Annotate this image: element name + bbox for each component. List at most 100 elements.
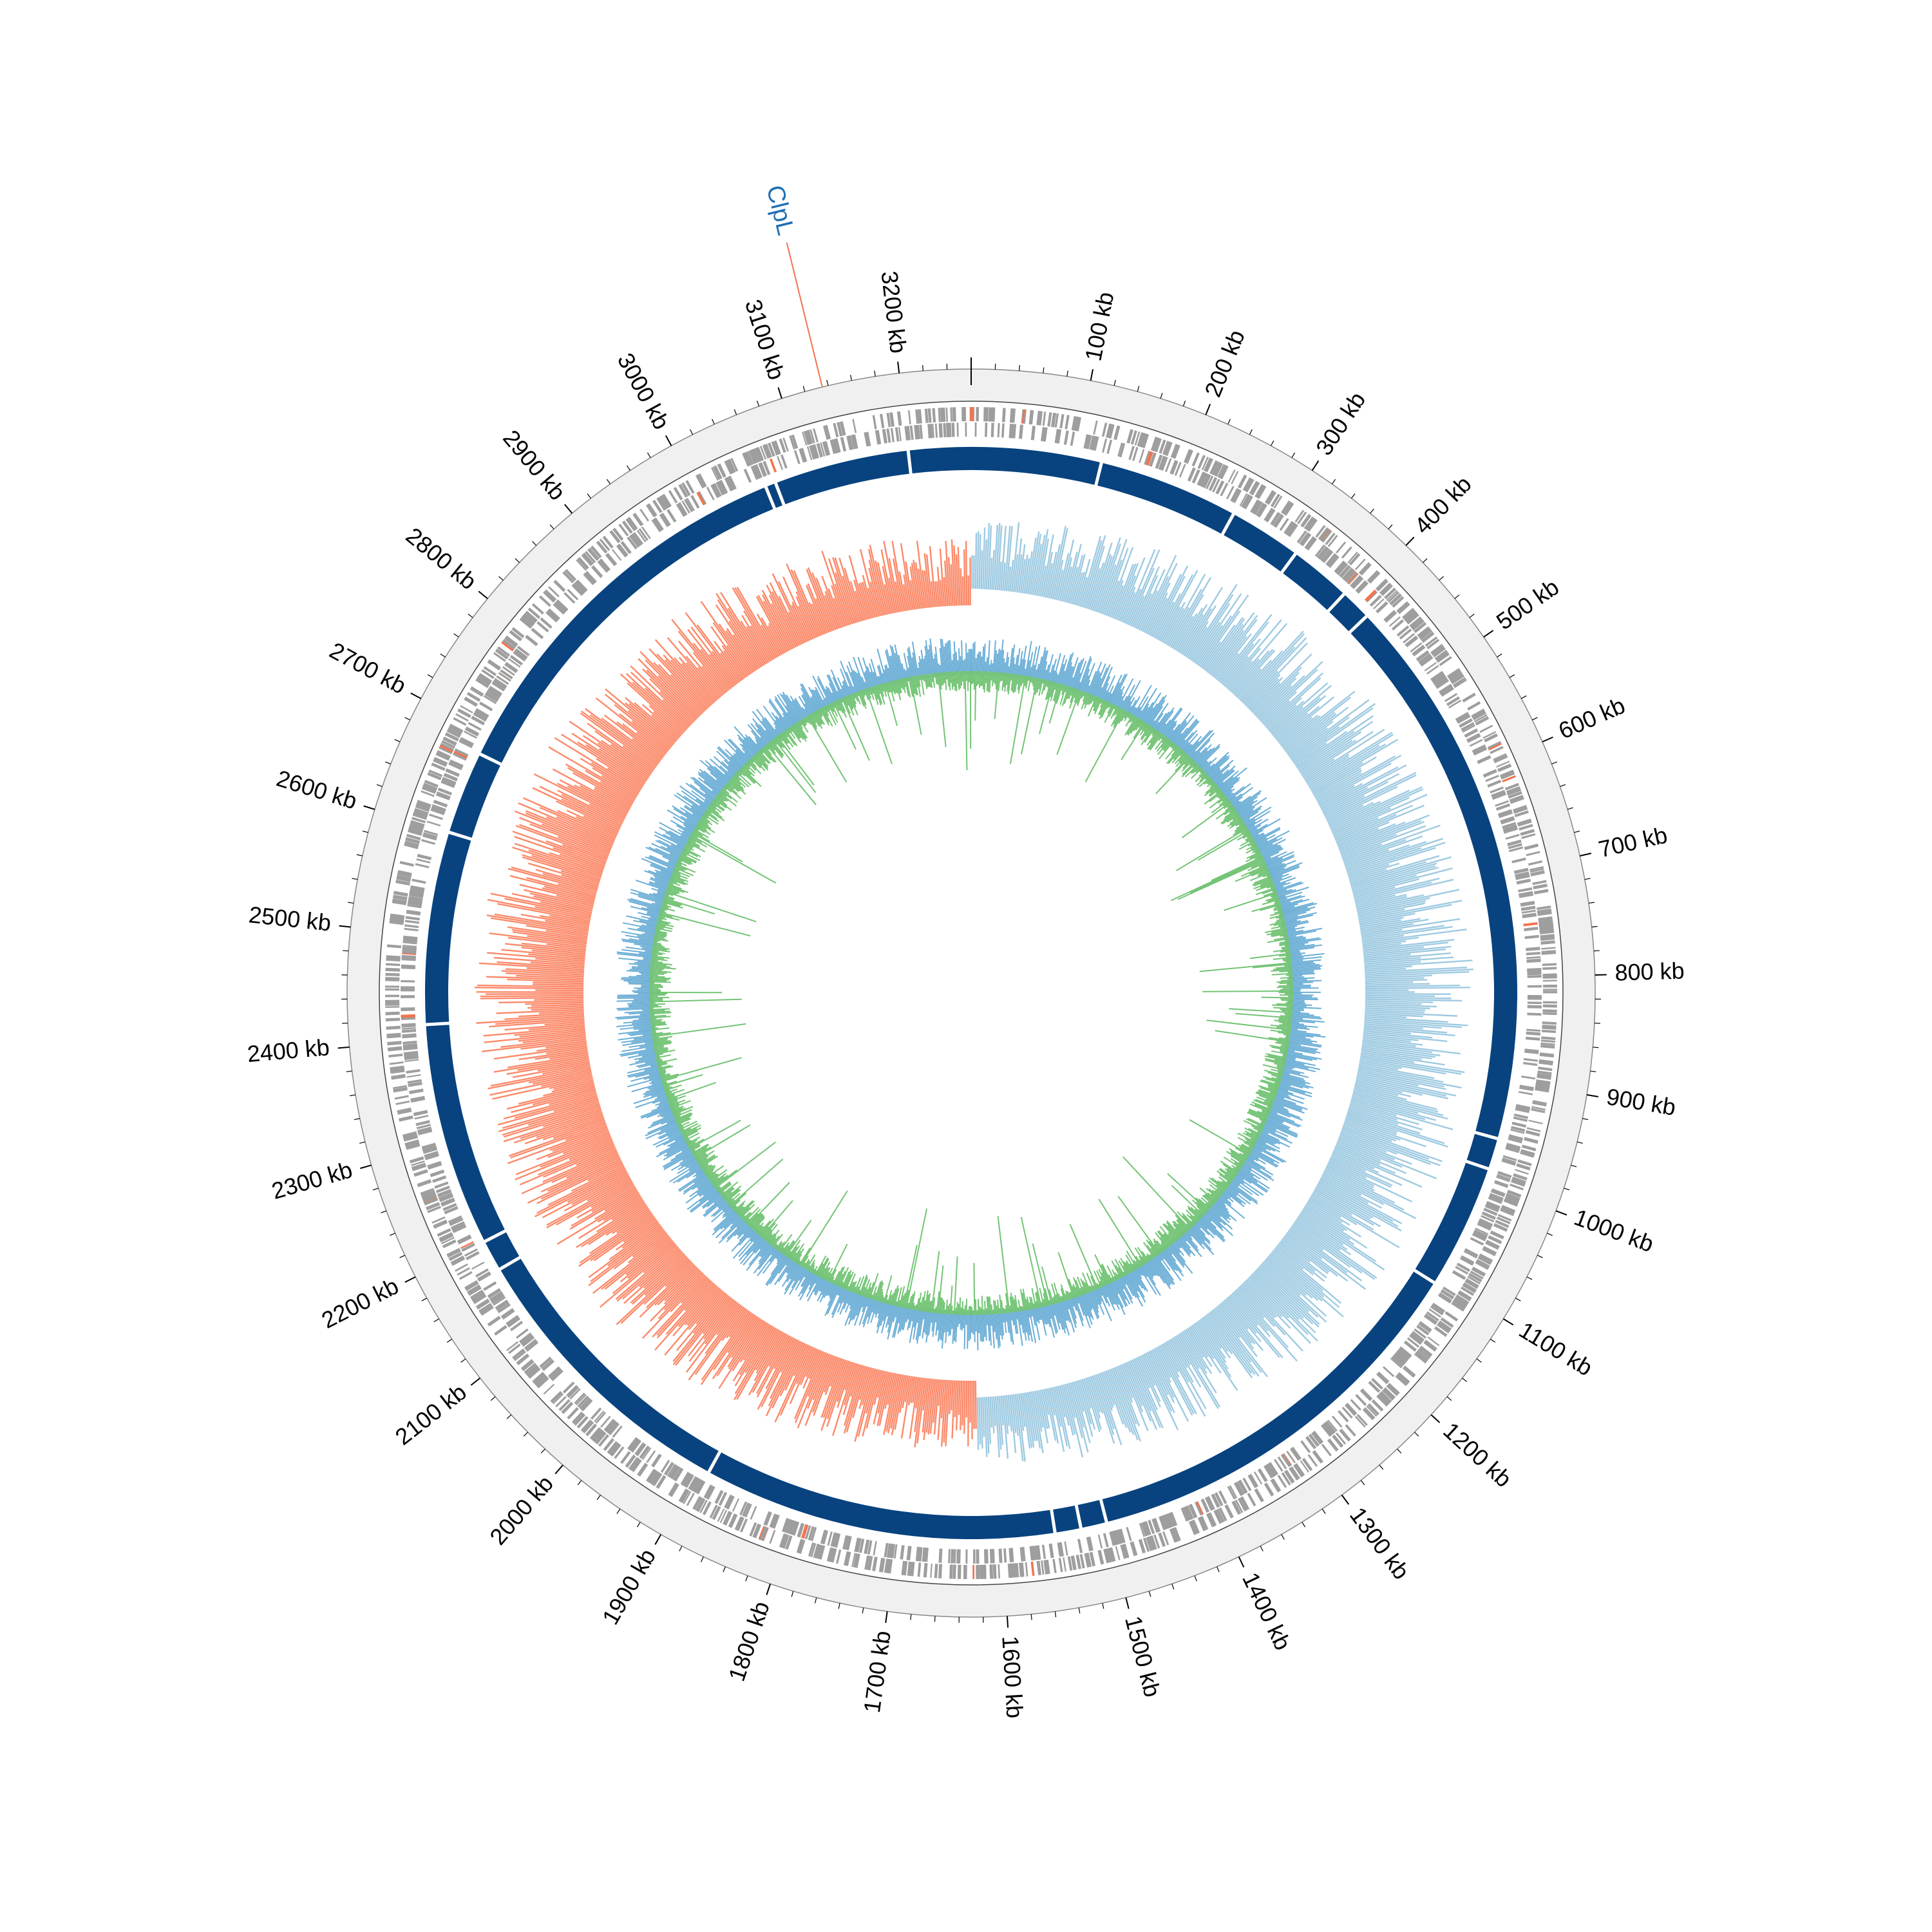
gc-skew-bar: [1336, 1143, 1407, 1174]
gc-content-bar: [999, 639, 1004, 677]
cds-feature: [1452, 677, 1466, 687]
gc-content-bar: [1275, 1083, 1305, 1094]
gc-content-bar: [1264, 1069, 1283, 1076]
gc-skew-bar: [1007, 1394, 1013, 1432]
gc-content-bar: [1216, 1195, 1245, 1219]
gc-content-bar: [1131, 685, 1152, 719]
cds-feature: [1149, 452, 1157, 467]
gc-content-bar: [1024, 641, 1032, 680]
cds-feature: [549, 1367, 562, 1379]
cds-feature: [1201, 457, 1209, 471]
gc-skew-bar: [1298, 721, 1373, 772]
gc-skew-bar: [567, 785, 627, 817]
cds-feature: [846, 1535, 852, 1551]
cds-feature: [497, 1303, 511, 1314]
gc-skew-bar: [1343, 835, 1423, 865]
cds-feature: [1515, 871, 1530, 877]
gc-skew-bar: [1183, 605, 1217, 656]
cds-feature: [495, 1299, 509, 1311]
gc-skew-bar: [620, 1238, 673, 1283]
gc-content-bar: [1156, 710, 1174, 735]
gc-skew-bar: [519, 824, 609, 858]
gc-content-bar: [1059, 685, 1067, 705]
gc-content-bar: [1204, 784, 1218, 797]
cds-feature: [1293, 1464, 1303, 1477]
cds-feature: [461, 1242, 475, 1252]
cds-feature: [867, 1556, 873, 1571]
gc-skew-bar: [1350, 862, 1437, 888]
cds-feature: [1089, 435, 1095, 450]
gc-content-bar: [1231, 818, 1243, 826]
cds-feature: [750, 449, 759, 464]
cds-feature: [614, 1446, 625, 1459]
gc-skew-bar: [1278, 696, 1334, 743]
cds-feature: [516, 1328, 529, 1339]
cds-feature: [444, 1206, 459, 1215]
cds-feature: [1321, 1444, 1332, 1457]
cds-feature: [477, 676, 491, 686]
gc-skew-bar: [791, 601, 811, 641]
gc-content-bar: [1274, 1088, 1305, 1100]
gc-content-bar: [1141, 723, 1148, 731]
cds-feature: [753, 1524, 762, 1539]
gc-skew-bar: [532, 1070, 592, 1085]
cds-feature: [710, 484, 719, 498]
cds-feature: [1029, 1546, 1034, 1561]
cds-feature: [1240, 494, 1251, 508]
gc-skew-bar: [700, 601, 752, 675]
cds-feature: [424, 1151, 439, 1158]
gc-skew-bar: [855, 591, 865, 621]
gc-skew-bar: [1276, 706, 1320, 742]
cds-feature: [431, 1216, 446, 1224]
cds-feature: [1301, 515, 1311, 527]
cds-feature: [1359, 563, 1372, 576]
gc-skew-bar: [1231, 1293, 1271, 1338]
gc-content-bar: [1036, 656, 1043, 682]
gc-content-bar: [1017, 674, 1021, 690]
gc-skew-bar: [1350, 856, 1452, 887]
gc-content-bar: [1082, 692, 1088, 702]
cds-feature: [903, 1560, 908, 1576]
gc-content-bar: [1131, 1267, 1146, 1291]
gc-skew-bar: [1345, 844, 1410, 868]
cds-feature: [1257, 486, 1267, 499]
gc-content-bar: [1227, 1180, 1258, 1202]
gc-content-bar: [1258, 1085, 1278, 1093]
cds-feature: [1215, 462, 1224, 477]
gc-skew-bar: [780, 1339, 799, 1373]
gc-skew-bar: [580, 712, 657, 768]
gc-content-bar: [1146, 730, 1159, 746]
gc-skew-bar: [933, 1379, 940, 1435]
gc-content-bar: [1185, 764, 1198, 778]
gc-content-bar: [1274, 1041, 1289, 1046]
gc-content-bar: [1061, 1295, 1065, 1302]
cds-feature: [1326, 553, 1337, 566]
gc-skew-bar: [873, 1370, 887, 1425]
gc-skew-bar: [547, 1132, 611, 1159]
gc-skew-bar: [922, 1378, 930, 1433]
gc-skew-bar: [1293, 1223, 1363, 1274]
gc-skew-bar: [936, 567, 942, 607]
gc-content-bar: [1222, 1163, 1238, 1175]
cds-feature: [1249, 481, 1258, 495]
cds-feature: [1493, 1224, 1508, 1232]
gc-skew-bar: [1361, 925, 1453, 940]
gc-skew-bar: [1055, 569, 1064, 600]
gc-skew-bar: [743, 1322, 768, 1361]
gc-content-bar: [1216, 1188, 1224, 1195]
cds-feature: [453, 750, 468, 759]
gc-skew-bar: [1364, 1018, 1468, 1027]
gc-skew-bar: [1362, 940, 1406, 947]
cds-feature: [579, 1397, 592, 1410]
gc-skew-bar: [1357, 900, 1426, 916]
cds-feature: [485, 691, 499, 701]
gc-skew-bar: [1364, 960, 1473, 969]
gc-content-bar: [1168, 722, 1188, 745]
cds-feature: [567, 589, 579, 601]
cds-feature: [506, 635, 518, 646]
cds-feature: [1306, 518, 1316, 531]
cds-feature: [1106, 439, 1113, 454]
cds-feature: [842, 1535, 848, 1550]
cds-feature: [496, 649, 509, 659]
cds-feature: [524, 1339, 537, 1350]
